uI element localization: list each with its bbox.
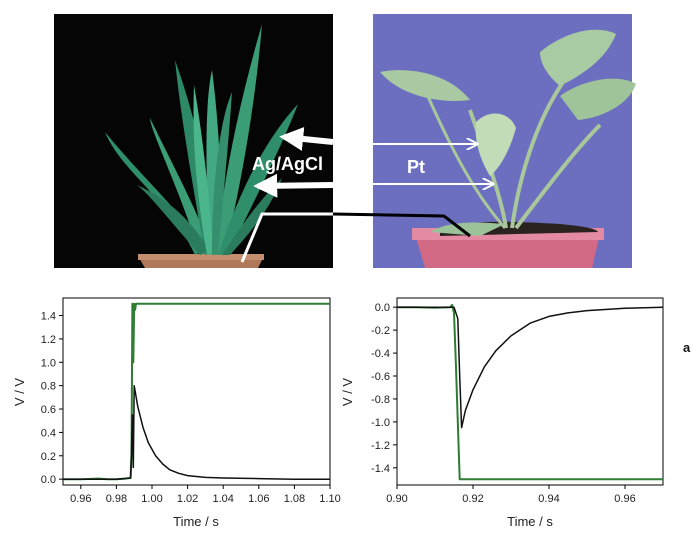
chart-left-x-tick-label: 0.98 [106, 493, 127, 505]
chart-right-series [397, 303, 664, 481]
leafy-plant-illustration [380, 29, 636, 268]
chart-right-series-line-1 [397, 303, 663, 481]
left-plant-photo [54, 14, 333, 268]
chart-left-x-tick-label: 1.04 [212, 493, 233, 505]
chart-left-y-tick-label: 1.2 [41, 334, 56, 346]
chart-right-y-tick-label: -1.0 [371, 417, 390, 429]
chart-right-y-tick-label: -1.4 [371, 463, 390, 475]
chart-left-y-axis-label: V / V [12, 378, 27, 407]
pt-label: Pt [407, 157, 425, 177]
chart-left-x-tick-label: 1.00 [141, 493, 162, 505]
chart-left-x-tick-label: 1.08 [284, 493, 305, 505]
right-plant-photo [373, 14, 636, 268]
chart-right-series-line-2 [397, 306, 664, 429]
chart-left-y-tick-label: 0.6 [41, 404, 56, 416]
chart-right-y-ticks: 0.0 -0.2 -0.4 -0.6 -0.8 -1.0 -1.2 -1.4 [371, 302, 397, 475]
chart-left-y-ticks: 0.0 0.2 0.4 0.6 0.8 1.0 1.2 1.4 [41, 311, 63, 486]
chart-left-series [63, 302, 330, 481]
chart-right-y-tick-label: 0.0 [375, 302, 390, 314]
chart-right-x-tick-label: 0.92 [462, 493, 483, 505]
chart-left-y-tick-label: 0.0 [41, 474, 56, 486]
chart-left-series-line-1 [63, 302, 330, 481]
chart-right-y-tick-label: -0.8 [371, 394, 390, 406]
chart-left-y-tick-label: 1.0 [41, 357, 56, 369]
chart-right-y-tick-label: -0.4 [371, 348, 390, 360]
chart-left: 0.96 0.98 1.00 1.02 1.04 1.06 1.08 1.10 0.00.20… [12, 297, 341, 529]
chart-left-x-axis-label: Time / s [173, 514, 219, 529]
panel-label: a [683, 340, 691, 355]
ag-agcl-label: Ag/AgCl [252, 154, 323, 174]
chart-left-x-tick-label: 1.10 [319, 493, 340, 505]
chart-right-y-tick-label: -1.2 [371, 440, 390, 452]
chart-right-x-tick-label: 0.94 [538, 493, 559, 505]
chart-right-x-tick-label: 0.90 [386, 493, 407, 505]
arrow-to-aloe-lower [253, 173, 334, 198]
chart-right: 0.90 0.92 0.94 0.96 0.0 -0.2 -0.4 -0.6 -0.8 -1.0… [340, 297, 664, 529]
chart-left-y-tick-label: 0.4 [41, 427, 56, 439]
chart-right-y-tick-label: -0.2 [371, 325, 390, 337]
chart-left-y-tick-label: 1.4 [41, 311, 56, 323]
chart-right-x-ticks: 0.90 0.92 0.94 0.96 [386, 485, 636, 505]
chart-right-x-axis-label: Time / s [507, 514, 553, 529]
chart-left-x-tick-label: 1.06 [248, 493, 269, 505]
chart-left-frame [62, 297, 331, 486]
arrow-to-aloe-upper [279, 127, 334, 151]
wire-to-aloe-soil [240, 212, 333, 263]
chart-right-frame [396, 297, 664, 486]
wire-to-plant-soil [332, 212, 471, 238]
electrode-connectors [240, 127, 492, 263]
chart-left-x-ticks: 0.96 0.98 1.00 1.02 1.04 1.06 1.08 1.10 [70, 485, 341, 505]
chart-left-y-tick-label: 0.2 [41, 451, 56, 463]
chart-right-y-tick-label: -0.6 [371, 371, 390, 383]
chart-left-x-tick-label: 1.02 [177, 493, 198, 505]
chart-right-x-tick-label: 0.96 [614, 493, 635, 505]
chart-left-series-line-2 [63, 384, 330, 480]
chart-right-y-axis-label: V / V [340, 378, 355, 407]
chart-left-x-tick-label: 0.96 [70, 493, 91, 505]
chart-left-y-tick-label: 0.8 [41, 381, 56, 393]
